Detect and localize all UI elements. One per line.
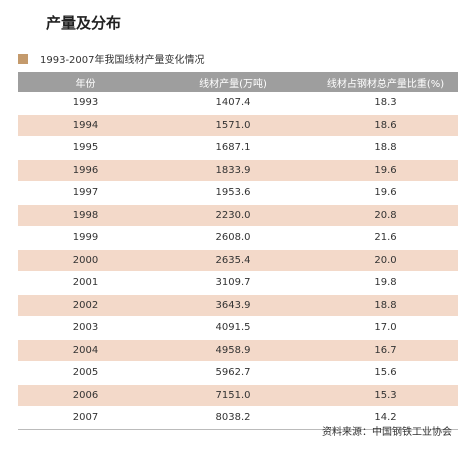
table-cell: 1996 <box>18 159 153 182</box>
table-cell: 1994 <box>18 114 153 137</box>
table-row: 2004 4958.9 16.7 <box>18 339 458 362</box>
table-cell: 1999 <box>72 232 99 244</box>
table-cell: 20.0 <box>313 249 458 272</box>
table-body: 1993 1407.4 18.3 1994 1571.0 18.6 1995 1687.1 18… <box>18 92 458 429</box>
table-cell: 2608.0 <box>215 232 251 244</box>
table-cell: 1998 <box>18 204 153 227</box>
table-cell: 1995 <box>72 142 99 154</box>
header-row: 年份 线材产量(万吨) 线材占钢材总产量比重(%) <box>18 72 458 92</box>
table-row: 1995 1687.1 18.8 <box>18 137 458 159</box>
table-cell: 2004 <box>18 339 153 362</box>
table-cell: 19.6 <box>313 159 458 182</box>
table-cell: 21.6 <box>374 232 397 244</box>
table-row: 2005 5962.7 15.6 <box>18 362 458 384</box>
table-cell: 18.3 <box>374 97 397 109</box>
table-cell: 18.8 <box>313 294 458 317</box>
subtitle-row: 1993-2007年我国线材产量变化情况 <box>18 51 205 66</box>
table-cell: 2003 <box>72 322 99 334</box>
table-cell: 4091.5 <box>215 322 251 334</box>
title: 产量及分布 <box>46 14 122 32</box>
table-cell: 2006 <box>18 384 153 407</box>
table-cell: 5962.7 <box>215 367 251 379</box>
table-cell: 2005 <box>72 367 99 379</box>
table-row: 1999 2608.0 21.6 <box>18 227 458 249</box>
table-cell: 1997 <box>72 187 99 199</box>
table-cell: 2230.0 <box>153 204 313 227</box>
table-cell: 2635.4 <box>153 249 313 272</box>
subtitle-marker <box>18 53 28 64</box>
header-cell: 年份 <box>18 72 153 92</box>
table-cell: 8038.2 <box>215 412 251 424</box>
table-cell: 1833.9 <box>153 159 313 182</box>
table-cell: 20.8 <box>313 204 458 227</box>
table-cell: 7151.0 <box>153 384 313 407</box>
table-row: 2003 4091.5 17.0 <box>18 317 458 339</box>
table-cell: 19.6 <box>374 187 397 199</box>
table-row: 1994 1571.0 18.6 <box>18 114 458 137</box>
table-cell: 2002 <box>18 294 153 317</box>
table-cell: 1993 <box>72 97 99 109</box>
table-cell: 18.6 <box>313 114 458 137</box>
table-row: 2002 3643.9 18.8 <box>18 294 458 317</box>
table-row: 2000 2635.4 20.0 <box>18 249 458 272</box>
table-row: 2006 7151.0 15.3 <box>18 384 458 407</box>
table-row: 2001 3109.7 19.8 <box>18 272 458 294</box>
data-table: 年份 线材产量(万吨) 线材占钢材总产量比重(%) 1993 1407.4 18.3 19… <box>18 72 458 430</box>
table-cell: 3109.7 <box>215 277 251 289</box>
table-cell: 19.8 <box>374 277 397 289</box>
table-cell: 15.3 <box>313 384 458 407</box>
source: 资料来源：中国钢铁工业协会 <box>322 427 452 438</box>
table-cell: 1953.6 <box>215 187 251 199</box>
table-cell: 2007 <box>72 412 99 424</box>
table-cell: 4958.9 <box>153 339 313 362</box>
table-cell: 1571.0 <box>153 114 313 137</box>
table-cell: 16.7 <box>313 339 458 362</box>
table-cell: 1687.1 <box>215 142 251 154</box>
table-cell: 18.8 <box>374 142 397 154</box>
table-cell: 3643.9 <box>153 294 313 317</box>
table-row: 1996 1833.9 19.6 <box>18 159 458 182</box>
table-row: 1993 1407.4 18.3 <box>18 92 458 114</box>
table-row: 1997 1953.6 19.6 <box>18 182 458 204</box>
table-cell: 2001 <box>72 277 99 289</box>
header-cell: 线材产量(万吨) <box>153 72 313 92</box>
table-row: 2007 8038.2 14.2 <box>18 407 458 429</box>
table-row: 1998 2230.0 20.8 <box>18 204 458 227</box>
table-cell: 2000 <box>18 249 153 272</box>
table-cell: 15.6 <box>374 367 397 379</box>
subtitle: 1993-2007年我国线材产量变化情况 <box>40 55 205 66</box>
table-cell: 14.2 <box>374 412 397 424</box>
table-cell: 17.0 <box>374 322 397 334</box>
header-cell: 线材占钢材总产量比重(%) <box>313 72 458 92</box>
table-cell: 1407.4 <box>215 97 251 109</box>
